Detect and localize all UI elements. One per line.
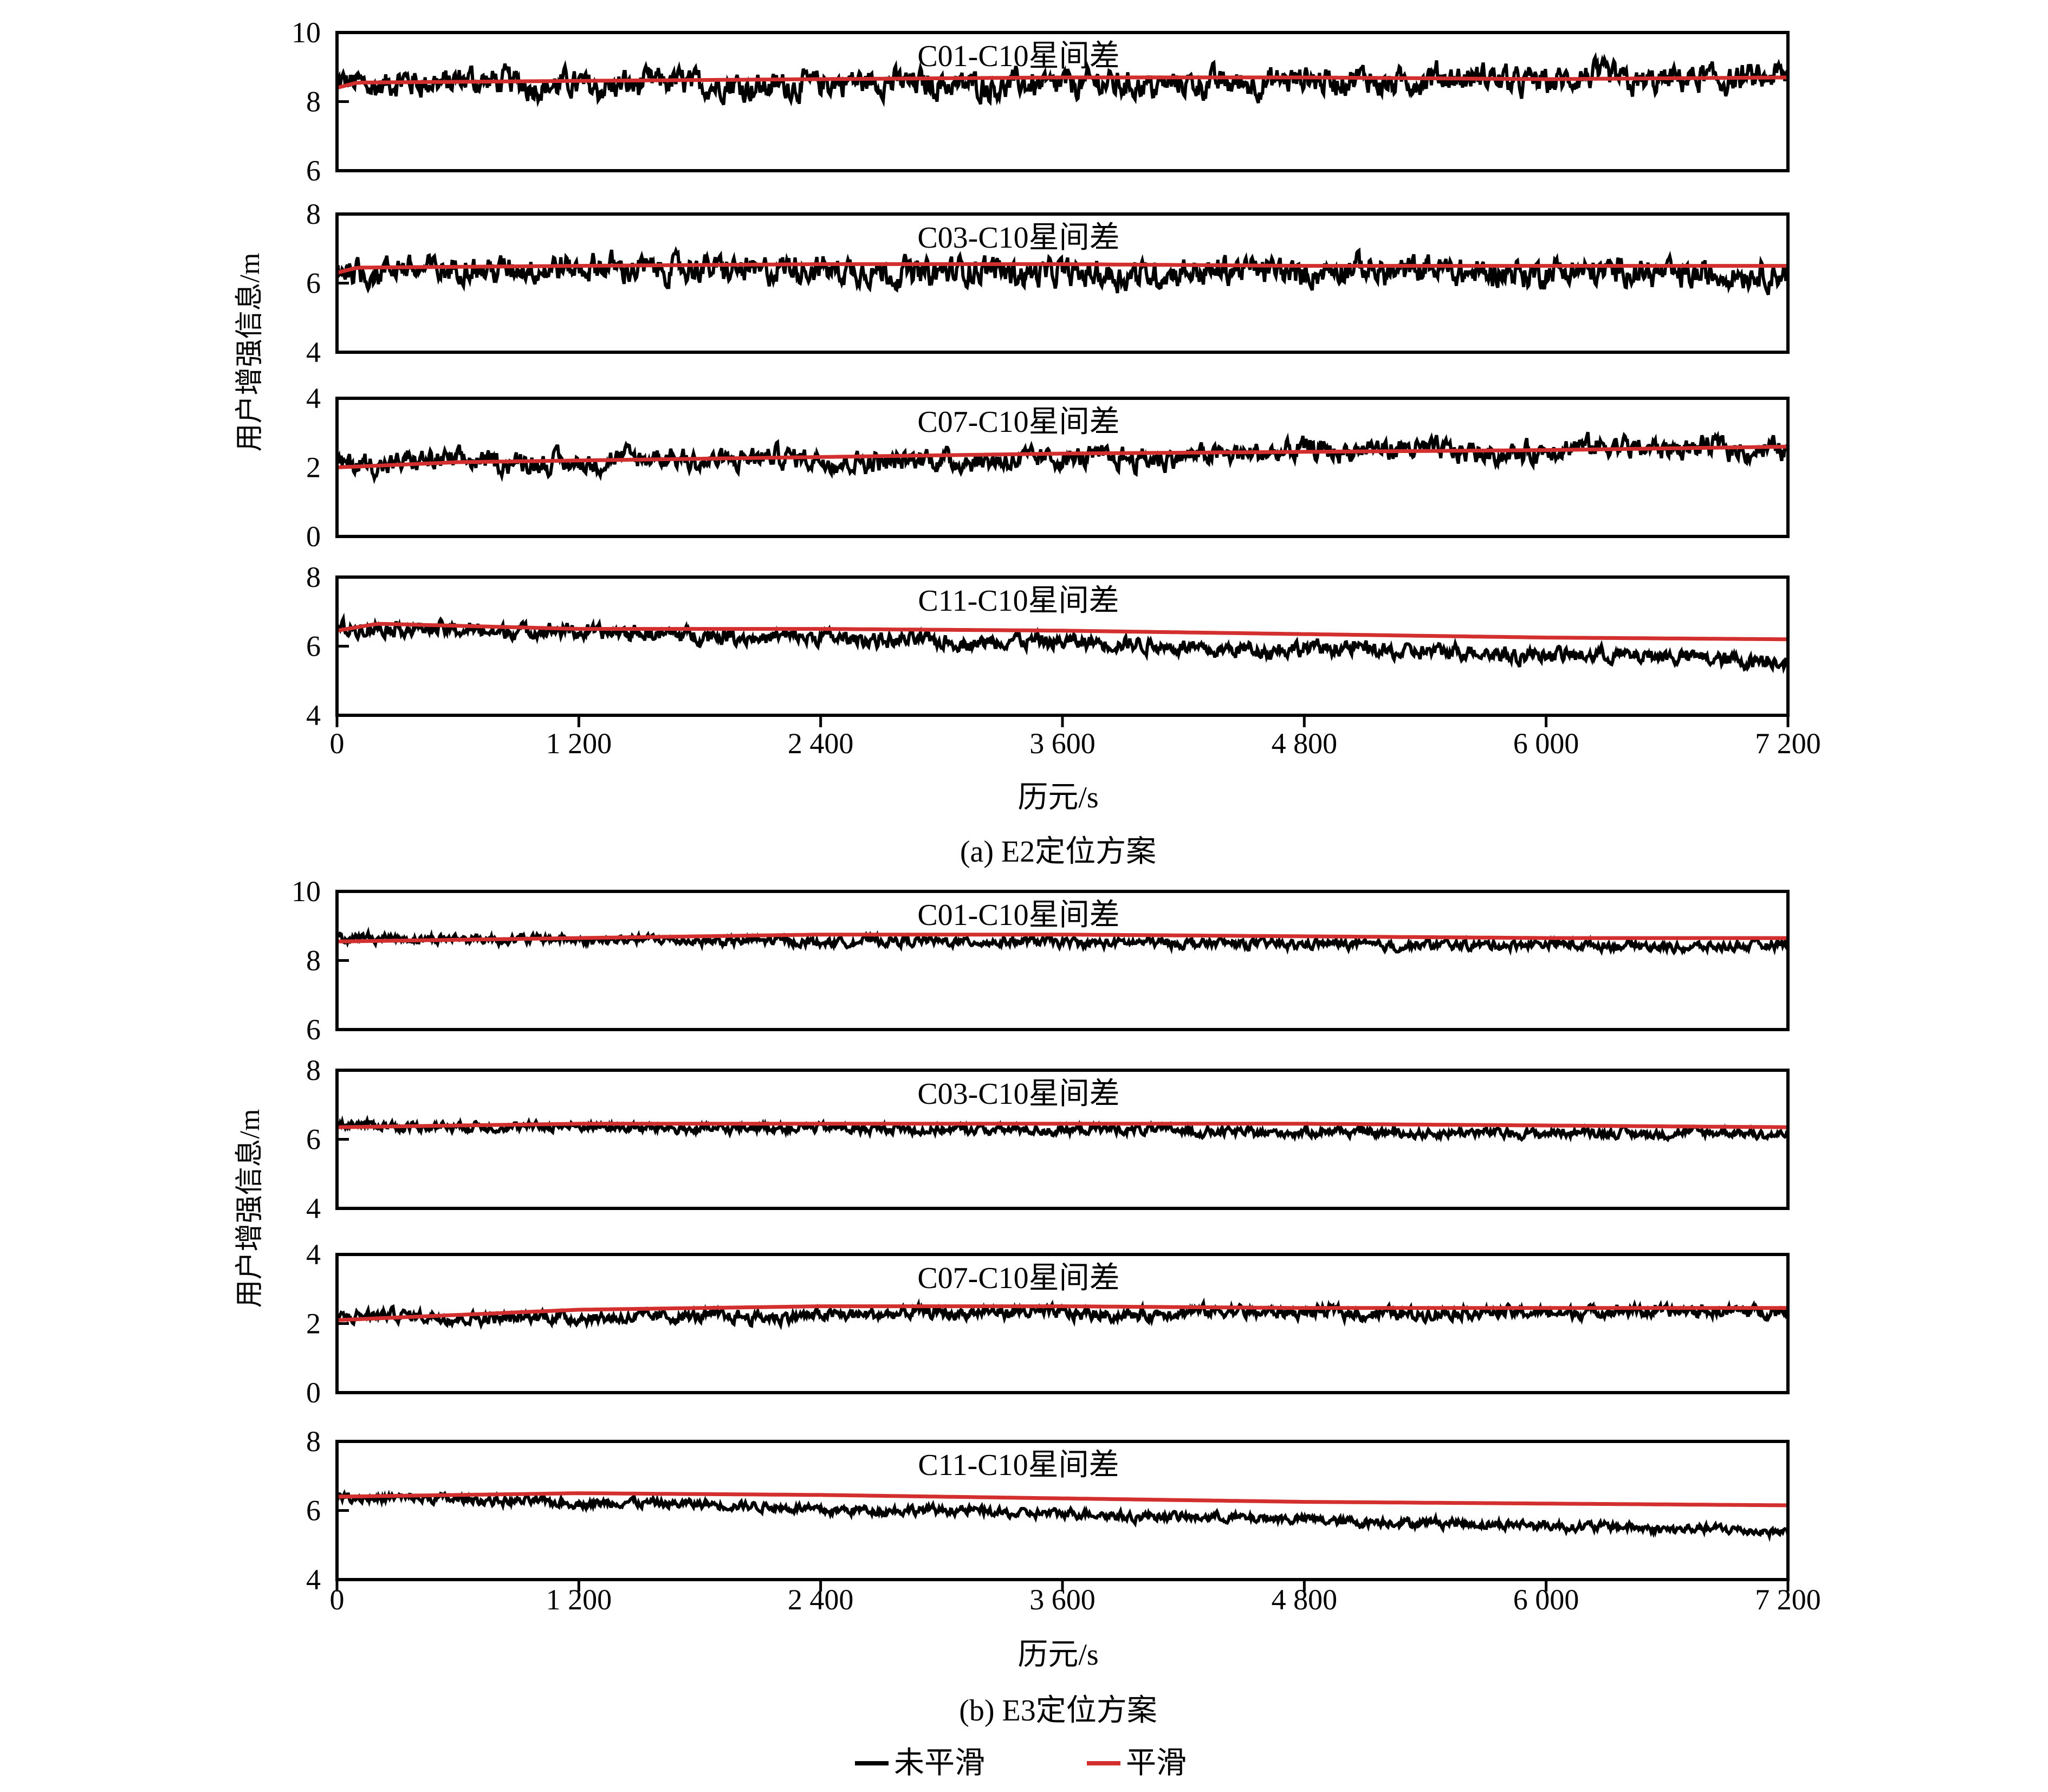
y-tick-label-1-0-0: 6	[306, 1013, 321, 1046]
panel-1-1: 4 6 8 C03-C10星间差	[306, 1054, 1790, 1225]
series-smoothed-1-3	[337, 1491, 1788, 1508]
y-tick-label-0-3-1: 6	[306, 630, 321, 663]
y-tick-label-0-1-1: 6	[306, 267, 321, 300]
y-axis-label-a: 用户增强信息/m	[235, 253, 265, 452]
y-tick-label-0-1-0: 4	[306, 336, 321, 368]
x-axis-label-a: 历元/s	[1017, 781, 1098, 814]
plots-layer: 6 8 10 C01-C10星间差 4 6 8 C03-C10星间差 0 2 4 C07-C10星间差…	[291, 16, 1821, 1616]
legend: 未平滑 平滑	[855, 1746, 1187, 1780]
panel-title-0-1: C03-C10星间差	[917, 221, 1119, 255]
x-tick-label-0-3: 3 600	[1029, 727, 1096, 760]
panel-frame-1-2	[335, 1253, 1790, 1394]
y-tick-label-1-3-1: 6	[306, 1495, 321, 1527]
y-axis-label-b: 用户增强信息/m	[235, 1109, 265, 1308]
y-tick-label-1-2-0: 0	[306, 1376, 321, 1409]
y-tick-label-1-3-0: 4	[306, 1563, 321, 1596]
y-tick-label-1-3-2: 8	[306, 1425, 321, 1458]
y-tick-label-1-0-1: 8	[306, 944, 321, 977]
y-tick-label-0-3-0: 4	[306, 699, 321, 732]
y-tick-label-0-0-1: 8	[306, 86, 321, 118]
x-tick-label-1-2: 2 400	[788, 1583, 854, 1616]
panel-0-1: 4 6 8 C03-C10星间差	[306, 198, 1790, 368]
panel-frame-0-2	[335, 397, 1790, 538]
panel-title-1-3: C11-C10星间差	[918, 1448, 1119, 1482]
panel-1-0: 6 8 10 C01-C10星间差	[291, 875, 1790, 1046]
panel-0-0: 6 8 10 C01-C10星间差	[291, 16, 1790, 187]
series-smoothed-1-0	[337, 933, 1788, 943]
x-tick-label-0-4: 4 800	[1272, 727, 1338, 760]
legend-label-smoothed: 平滑	[1126, 1746, 1187, 1780]
y-tick-label-0-0-0: 6	[306, 154, 321, 187]
series-smoothed-1-2	[337, 1304, 1788, 1322]
y-tick-label-1-1-2: 8	[306, 1054, 321, 1086]
series-smoothed-1-1	[337, 1122, 1788, 1129]
x-tick-label-0-5: 6 000	[1513, 727, 1579, 760]
caption-a: (a) E2定位方案	[960, 835, 1156, 869]
series-smoothed-0-1	[337, 262, 1788, 275]
y-tick-label-0-2-2: 4	[306, 382, 321, 415]
x-tick-label-0-6: 7 200	[1755, 727, 1821, 760]
y-tick-label-1-2-1: 2	[306, 1308, 321, 1340]
caption-b: (b) E3定位方案	[959, 1694, 1157, 1728]
series-unsmoothed-1-3	[337, 1489, 1788, 1542]
panel-title-1-1: C03-C10星间差	[917, 1077, 1119, 1111]
panel-0-3: 4 6 8 C11-C10星间差 0 1 200 2 400 3 600 4 800 6 000 7…	[306, 561, 1821, 760]
x-tick-label-1-5: 6 000	[1513, 1583, 1579, 1616]
x-tick-label-0-0: 0	[330, 727, 345, 760]
x-tick-label-1-4: 4 800	[1272, 1583, 1338, 1616]
y-tick-label-1-1-1: 6	[306, 1123, 321, 1156]
series-smoothed-0-2	[337, 444, 1788, 469]
panel-0-2: 0 2 4 C07-C10星间差	[306, 382, 1790, 553]
y-tick-label-0-0-2: 10	[291, 16, 321, 49]
panel-title-1-2: C07-C10星间差	[917, 1261, 1119, 1295]
series-unsmoothed-0-3	[337, 612, 1788, 674]
panel-1-3: 4 6 8 C11-C10星间差 0 1 200 2 400 3 600 4 800 6 000 7…	[306, 1425, 1821, 1616]
series-unsmoothed-1-2	[337, 1297, 1788, 1331]
series-smoothed-0-0	[337, 75, 1788, 90]
series-unsmoothed-0-1	[337, 245, 1788, 295]
x-axis-label-b: 历元/s	[1017, 1638, 1098, 1672]
panel-title-0-2: C07-C10星间差	[917, 405, 1119, 439]
series-smoothed-0-3	[337, 622, 1788, 642]
y-tick-label-0-1-2: 8	[306, 198, 321, 230]
x-tick-label-0-2: 2 400	[788, 727, 854, 760]
y-tick-label-0-2-0: 0	[306, 520, 321, 553]
x-tick-label-1-6: 7 200	[1755, 1583, 1821, 1616]
y-tick-label-1-2-2: 4	[306, 1238, 321, 1271]
x-tick-label-1-0: 0	[330, 1583, 345, 1616]
legend-label-unsmoothed: 未平滑	[894, 1746, 985, 1780]
x-tick-label-1-1: 1 200	[546, 1583, 612, 1616]
panel-frame-1-0	[335, 890, 1790, 1031]
panel-frame-0-1	[335, 212, 1790, 354]
panel-frame-0-0	[335, 31, 1790, 172]
x-tick-label-0-1: 1 200	[546, 727, 612, 760]
panel-title-1-0: C01-C10星间差	[917, 898, 1119, 932]
y-tick-label-1-0-2: 10	[291, 875, 321, 908]
panel-title-0-3: C11-C10星间差	[918, 584, 1119, 618]
y-tick-label-0-2-1: 2	[306, 451, 321, 484]
panel-1-2: 0 2 4 C07-C10星间差	[306, 1238, 1790, 1409]
x-tick-label-1-3: 3 600	[1029, 1583, 1096, 1616]
panel-frame-1-1	[335, 1069, 1790, 1210]
y-tick-label-1-1-0: 4	[306, 1192, 321, 1225]
y-tick-label-0-3-2: 8	[306, 561, 321, 593]
panel-title-0-0: C01-C10星间差	[917, 40, 1119, 73]
